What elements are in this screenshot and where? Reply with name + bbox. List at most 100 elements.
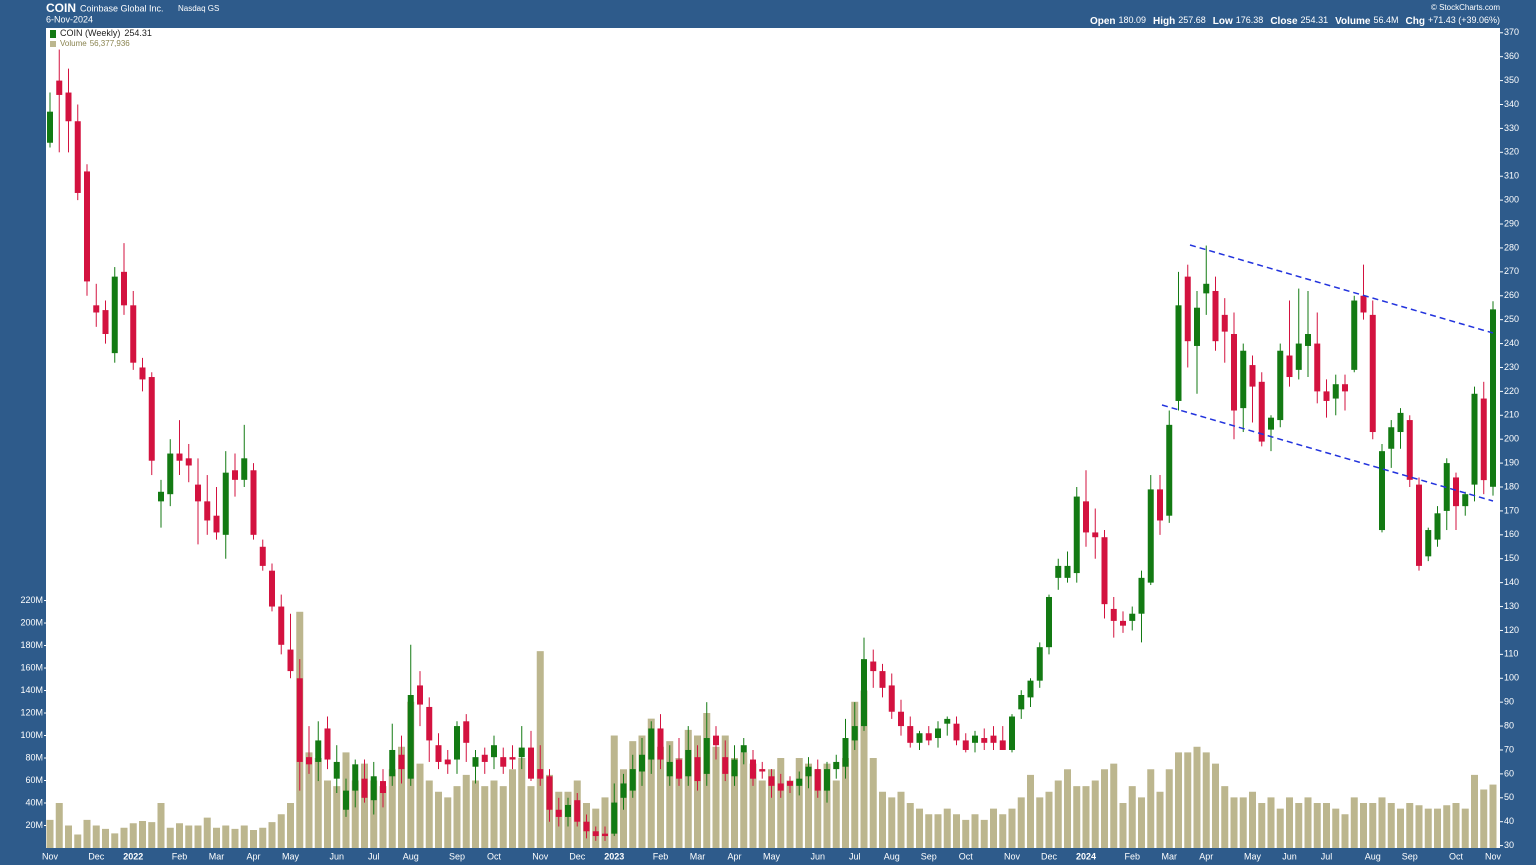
- candle-body: [657, 728, 664, 760]
- candle-body: [713, 735, 719, 746]
- candle-body: [287, 649, 294, 672]
- candle-body: [750, 759, 756, 779]
- volume-bar: [869, 758, 877, 848]
- volume-bar: [1119, 803, 1127, 848]
- volume-bar: [305, 752, 313, 848]
- candle-body: [93, 305, 100, 313]
- plot-area: [46, 28, 1500, 848]
- candle-body: [1342, 384, 1348, 392]
- candle-body: [111, 276, 118, 354]
- volume-bar: [481, 786, 489, 848]
- volume-bar: [499, 786, 507, 848]
- x-tick-label: Jun: [329, 851, 344, 861]
- candle-body: [139, 367, 146, 380]
- candle-body: [861, 659, 867, 727]
- volume-bar: [1397, 808, 1404, 848]
- volume-bar: [351, 780, 359, 848]
- volume-bar: [1424, 808, 1432, 848]
- volume-bar: [277, 814, 285, 848]
- candle-body: [583, 821, 590, 832]
- volume-bar: [509, 769, 516, 848]
- chart-title: COIN: [46, 1, 76, 15]
- candle-body: [814, 769, 821, 791]
- volume-bar: [953, 814, 960, 848]
- y-tick-label: 80: [1504, 720, 1514, 730]
- volume-bar: [166, 827, 174, 848]
- volume-bar: [462, 774, 470, 848]
- x-tick-label: Oct: [487, 851, 502, 861]
- volume-bar: [1193, 746, 1201, 848]
- y-tick-label: 350: [1504, 75, 1519, 85]
- y-tick-label: 360: [1504, 51, 1519, 61]
- candle-body: [1480, 398, 1487, 481]
- candle-body: [102, 310, 109, 335]
- x-tick-label: Feb: [653, 851, 669, 861]
- candle-body: [1064, 565, 1071, 578]
- x-tick-label: Apr: [246, 851, 260, 861]
- candle-body: [907, 726, 914, 743]
- volume-bar: [157, 803, 165, 848]
- candle-body: [278, 606, 285, 645]
- candle-body: [454, 726, 460, 760]
- y-tick-label: 120: [1504, 625, 1519, 635]
- y2-tick-label: 140M: [20, 685, 43, 695]
- volume-bar: [1461, 808, 1469, 848]
- volume-bar: [435, 791, 442, 848]
- y-tick-label: 230: [1504, 362, 1519, 372]
- x-tick-label: Sep: [1402, 851, 1418, 861]
- candle-body: [472, 757, 479, 767]
- volume-bar: [398, 746, 405, 848]
- volume-bar: [897, 791, 905, 848]
- candle-body: [296, 678, 303, 762]
- candle-body: [1277, 350, 1284, 421]
- volume-bar: [1313, 803, 1321, 848]
- candle-body: [481, 754, 488, 762]
- volume-bar: [74, 834, 82, 848]
- x-tick-label: 2022: [123, 851, 143, 861]
- volume-bar: [823, 763, 831, 848]
- candle-body: [1462, 494, 1469, 507]
- candle-body: [1406, 420, 1413, 480]
- x-tick-label: Feb: [1124, 851, 1140, 861]
- candle-body: [990, 735, 997, 743]
- volume-bar: [1480, 789, 1488, 848]
- volume-bar: [65, 825, 72, 848]
- candle-body: [565, 804, 571, 817]
- volume-bar: [1036, 797, 1044, 848]
- volume-bar: [1304, 797, 1312, 848]
- candle-body: [1175, 305, 1182, 401]
- quote-value: 56.4M: [1373, 15, 1398, 25]
- y-tick-label: 340: [1504, 99, 1519, 109]
- candle-body: [1369, 314, 1376, 433]
- candle-body: [833, 761, 840, 770]
- quote-label: Close: [1270, 16, 1298, 27]
- y-tick-label: 220: [1504, 386, 1519, 396]
- candle-body: [222, 472, 229, 535]
- candle-body: [352, 764, 359, 791]
- volume-bar: [111, 833, 119, 848]
- volume-bar: [1323, 803, 1330, 848]
- y-tick-label: 250: [1504, 314, 1519, 324]
- y-tick-label: 320: [1504, 147, 1519, 157]
- x-tick-label: Jul: [368, 851, 380, 861]
- candle-body: [1046, 596, 1052, 648]
- volume-bar: [1350, 797, 1358, 848]
- x-tick-label: Mar: [690, 851, 706, 861]
- volume-bar: [1276, 808, 1284, 848]
- volume-bar: [1165, 769, 1173, 848]
- candle-body: [1295, 343, 1302, 370]
- volume-bar: [120, 827, 128, 848]
- candle-body: [463, 721, 470, 743]
- candle-body: [1157, 489, 1163, 521]
- candle-body: [204, 501, 211, 521]
- volume-bar: [129, 823, 137, 848]
- candle-body: [241, 458, 248, 480]
- candle-body: [768, 776, 775, 786]
- candle-body: [722, 757, 729, 774]
- volume-bar: [1082, 786, 1090, 848]
- candle-body: [1453, 477, 1459, 507]
- volume-bar: [879, 791, 886, 848]
- volume-bar: [1471, 774, 1478, 848]
- volume-bar: [638, 735, 646, 848]
- volume-bar: [314, 758, 322, 848]
